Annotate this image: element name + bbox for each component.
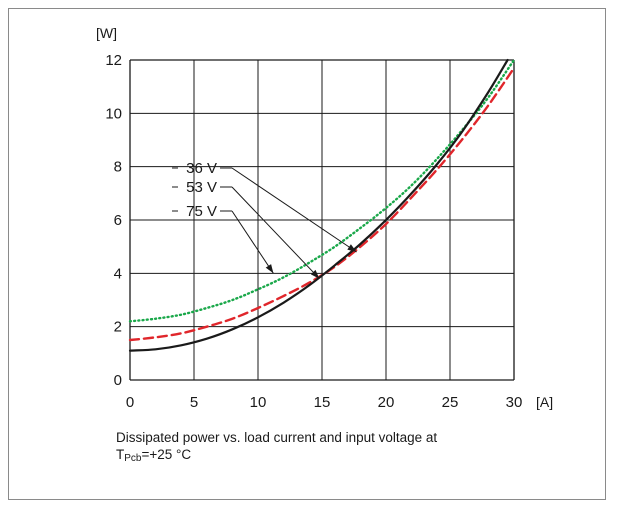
series-line-75v	[128, 58, 509, 352]
y-tick-label: 0	[114, 372, 122, 389]
y-tick-label: 2	[114, 319, 122, 336]
y-tick-label: 6	[114, 212, 122, 229]
series-line-36v	[128, 58, 516, 323]
leader-line	[231, 186, 320, 280]
leader-arrowhead	[265, 264, 274, 274]
y-tick-label: 8	[114, 159, 122, 176]
leader-arrowhead	[347, 244, 357, 252]
x-tick-label: 15	[314, 394, 331, 411]
x-tick-label: 5	[190, 394, 198, 411]
voltage-label: 53 V	[186, 179, 217, 196]
y-tick-label: 4	[114, 265, 122, 282]
x-axis-unit: [A]	[536, 394, 553, 410]
x-tick-label: 0	[126, 394, 134, 411]
x-tick-label: 20	[378, 394, 395, 411]
leader-line	[231, 210, 274, 274]
y-tick-label: 10	[105, 105, 122, 122]
series-lines	[128, 58, 516, 352]
caption-t: T	[116, 447, 125, 462]
caption-line-2: TPcb=+25 °C	[116, 446, 586, 467]
y-axis-unit: [W]	[96, 25, 117, 41]
tick-labels: 0 5 10 15 20 25 30 0 2 4 6 8 10 12	[105, 52, 522, 411]
x-tick-label: 30	[506, 394, 523, 411]
voltage-label: 36 V	[186, 160, 217, 177]
x-tick-label: 25	[442, 394, 459, 411]
leader-arrowhead	[310, 269, 320, 279]
voltage-label: 75 V	[186, 203, 217, 220]
x-tick-label: 10	[250, 394, 267, 411]
caption-t-value: =+25 °C	[141, 447, 192, 462]
caption-line-1: Dissipated power vs. load current and in…	[116, 430, 438, 445]
figure-frame	[8, 8, 606, 500]
figure-caption: Dissipated power vs. load current and in…	[116, 429, 586, 467]
caption-t-subscript: Pcb	[124, 453, 142, 464]
y-tick-label: 12	[105, 52, 122, 69]
leader-line	[231, 167, 357, 253]
grid	[129, 59, 515, 381]
voltage-labels: 36 V 53 V 75 V	[172, 160, 357, 280]
